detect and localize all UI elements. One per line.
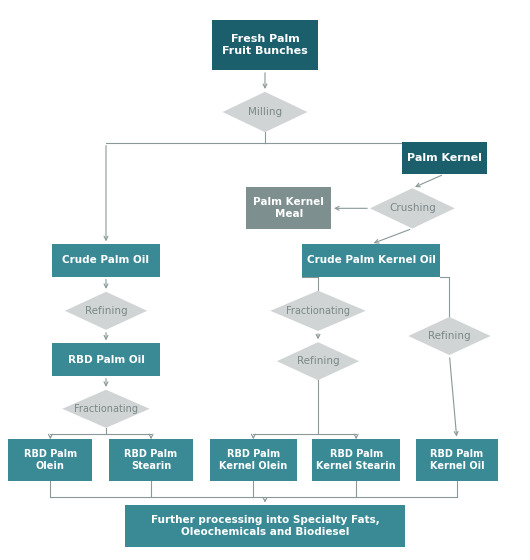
Text: Fresh Palm
Fruit Bunches: Fresh Palm Fruit Bunches (222, 34, 308, 56)
Text: Crushing: Crushing (389, 203, 436, 213)
Polygon shape (65, 292, 147, 330)
Text: Palm Kernel
Meal: Palm Kernel Meal (253, 197, 324, 220)
Text: Further processing into Specialty Fats,
Oleochemicals and Biodiesel: Further processing into Specialty Fats, … (151, 515, 379, 538)
FancyBboxPatch shape (402, 142, 487, 174)
FancyBboxPatch shape (212, 20, 318, 70)
Text: Refining: Refining (85, 306, 127, 316)
Polygon shape (408, 317, 491, 355)
Text: Fractionating: Fractionating (74, 404, 138, 414)
Polygon shape (277, 342, 359, 380)
Text: Fractionating: Fractionating (286, 306, 350, 316)
FancyBboxPatch shape (313, 440, 400, 482)
Text: Crude Palm Oil: Crude Palm Oil (63, 255, 149, 265)
Text: RBD Palm
Stearin: RBD Palm Stearin (125, 449, 178, 472)
Text: RBD Palm
Olein: RBD Palm Olein (24, 449, 77, 472)
Polygon shape (370, 188, 455, 228)
FancyBboxPatch shape (52, 343, 160, 376)
FancyBboxPatch shape (8, 440, 92, 482)
Text: Milling: Milling (248, 107, 282, 117)
Text: RBD Palm
Kernel Stearin: RBD Palm Kernel Stearin (316, 449, 396, 472)
Text: RBD Palm
Kernel Oil: RBD Palm Kernel Oil (429, 449, 484, 472)
FancyBboxPatch shape (209, 440, 297, 482)
Text: Crude Palm Kernel Oil: Crude Palm Kernel Oil (306, 255, 436, 265)
Text: Palm Kernel: Palm Kernel (407, 153, 482, 163)
FancyBboxPatch shape (246, 187, 331, 230)
FancyBboxPatch shape (125, 505, 405, 548)
Text: RBD Palm Oil: RBD Palm Oil (67, 354, 145, 365)
Text: Refining: Refining (297, 356, 339, 366)
Polygon shape (270, 291, 366, 331)
FancyBboxPatch shape (109, 440, 193, 482)
Text: Refining: Refining (428, 331, 471, 341)
Polygon shape (223, 92, 307, 132)
Text: RBD Palm
Kernel Olein: RBD Palm Kernel Olein (219, 449, 287, 472)
FancyBboxPatch shape (302, 244, 440, 277)
FancyBboxPatch shape (416, 440, 498, 482)
Polygon shape (63, 390, 150, 428)
FancyBboxPatch shape (52, 244, 160, 277)
